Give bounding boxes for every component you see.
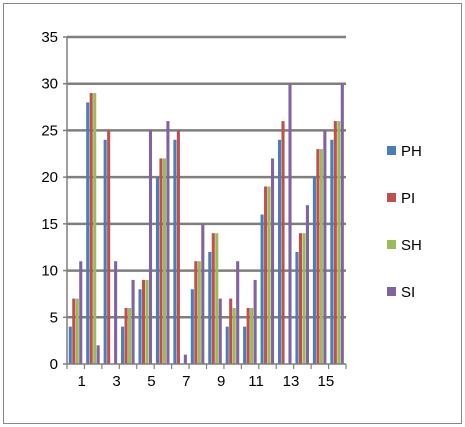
bar-sh-10	[232, 307, 236, 364]
bar-pi-15	[316, 149, 320, 364]
bar-sh-12	[267, 186, 271, 364]
bar-pi-11	[246, 307, 250, 364]
y-tick-label: 35	[41, 29, 58, 46]
bar-pi-10	[229, 298, 233, 364]
x-tick-label: 5	[147, 373, 155, 390]
bar-sh-8	[197, 261, 201, 364]
bars	[68, 83, 344, 365]
bar-si-3	[114, 261, 118, 364]
bar-sh-1	[75, 298, 79, 364]
bar-pi-5	[141, 279, 146, 364]
y-axis: 0 5 10 15 20 25 30 35	[41, 29, 68, 373]
bar-si-7	[183, 354, 187, 364]
bar-ph-5	[138, 289, 142, 364]
y-tick-label: 30	[41, 76, 58, 93]
bar-ph-14	[295, 251, 299, 364]
bar-si-13	[288, 83, 292, 364]
bar-pi-7	[176, 130, 180, 364]
bar-pi-9	[211, 233, 215, 364]
bar-pi-6	[159, 158, 163, 364]
bar-si-16	[340, 83, 344, 364]
x-tick-label: 7	[182, 373, 190, 390]
y-tick-label: 0	[50, 356, 58, 373]
legend-label-ph: PH	[401, 143, 422, 160]
x-tick-label: 3	[112, 373, 120, 390]
bar-pi-8	[194, 261, 198, 364]
y-tick-label: 5	[50, 309, 58, 326]
bar-pi-14	[298, 233, 303, 364]
bar-pi-1	[72, 298, 76, 364]
bar-si-8	[201, 223, 205, 364]
bar-si-14	[305, 205, 309, 364]
bar-ph-9	[208, 251, 212, 364]
legend-swatch-sh	[387, 240, 396, 249]
bar-pi-12	[264, 186, 268, 364]
legend-swatch-si	[387, 287, 396, 296]
bar-ph-12	[260, 214, 264, 364]
bar-ph-3	[103, 139, 107, 364]
legend-swatch-pi	[387, 193, 396, 202]
legend-swatch-ph	[387, 146, 396, 155]
bar-ph-7	[173, 139, 177, 364]
legend-label-si: SI	[401, 284, 415, 301]
bar-si-2	[96, 345, 100, 364]
bar-ph-16	[330, 139, 334, 364]
gridlines	[67, 35, 346, 319]
bar-si-11	[253, 279, 257, 364]
bar-sh-5	[145, 279, 149, 364]
bar-ph-8	[190, 289, 194, 364]
bar-si-6	[166, 121, 170, 364]
bar-sh-2	[93, 93, 97, 365]
bar-sh-11	[250, 307, 254, 364]
y-tick-label: 25	[41, 122, 58, 139]
bar-ph-6	[155, 177, 160, 364]
bar-si-15	[323, 130, 327, 364]
bar-si-5	[148, 130, 153, 364]
bar-sh-6	[162, 158, 166, 364]
x-tick-label: 11	[248, 373, 264, 390]
bar-sh-4	[128, 307, 132, 364]
bar-ph-1	[68, 326, 72, 364]
y-tick-label: 15	[41, 216, 58, 233]
bar-pi-16	[333, 121, 337, 364]
bar-sh-15	[319, 149, 323, 364]
bar-pi-3	[107, 130, 111, 364]
bar-sh-16	[337, 121, 341, 364]
legend: PH PI SH SI	[387, 143, 422, 301]
chart-frame: 0 5 10 15 20 25 30 35 1 3 5 7 9 11 13 15 PH PI SH SI	[3, 3, 462, 424]
bar-ph-15	[312, 177, 316, 364]
x-tick-label: 1	[78, 373, 86, 390]
legend-label-sh: SH	[401, 237, 422, 254]
bar-si-10	[236, 261, 240, 364]
bar-si-1	[79, 261, 83, 364]
bar-pi-13	[281, 121, 285, 364]
bar-ph-11	[243, 326, 247, 364]
y-tick-label: 10	[41, 263, 58, 280]
legend-label-pi: PI	[401, 190, 415, 207]
bar-sh-14	[302, 233, 306, 364]
bar-si-9	[218, 298, 222, 364]
x-tick-label: 13	[283, 373, 300, 390]
x-axis: 1 3 5 7 9 11 13 15	[66, 363, 347, 390]
y-tick-label: 20	[41, 169, 58, 186]
bar-pi-2	[89, 93, 93, 365]
bar-ph-13	[277, 139, 282, 364]
bar-pi-4	[124, 307, 128, 364]
x-tick-label: 9	[217, 373, 225, 390]
bar-ph-2	[86, 102, 90, 365]
x-tick-label: 15	[318, 373, 335, 390]
bar-ph-10	[225, 326, 229, 364]
bar-sh-9	[215, 233, 219, 364]
bar-ph-4	[121, 326, 125, 364]
bar-si-12	[271, 158, 275, 364]
bar-si-4	[131, 279, 135, 364]
